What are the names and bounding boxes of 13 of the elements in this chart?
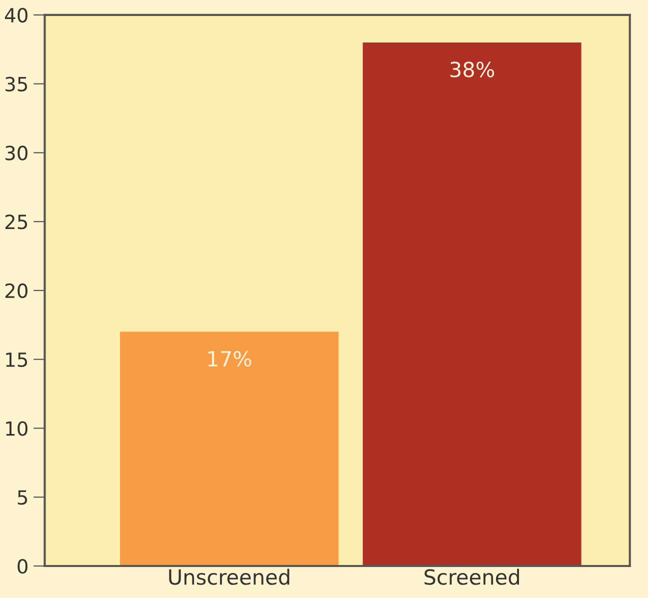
y-tick-label: 30 xyxy=(5,146,28,160)
data-label: 38% xyxy=(450,62,494,78)
y-tick-label: 5 xyxy=(18,490,28,505)
x-tick-label: Unscreened xyxy=(169,568,290,585)
x-tick-label: Screened xyxy=(424,568,519,585)
y-tick-label: 25 xyxy=(5,214,28,230)
y-tick-label: 35 xyxy=(5,76,28,92)
y-tick-label: 10 xyxy=(6,421,28,436)
y-tick-label: 0 xyxy=(18,558,28,574)
y-tick-label: 20 xyxy=(5,283,28,298)
y-tick-label: 40 xyxy=(4,8,28,23)
y-tick-label: 15 xyxy=(6,352,28,368)
data-label: 17% xyxy=(208,350,252,367)
